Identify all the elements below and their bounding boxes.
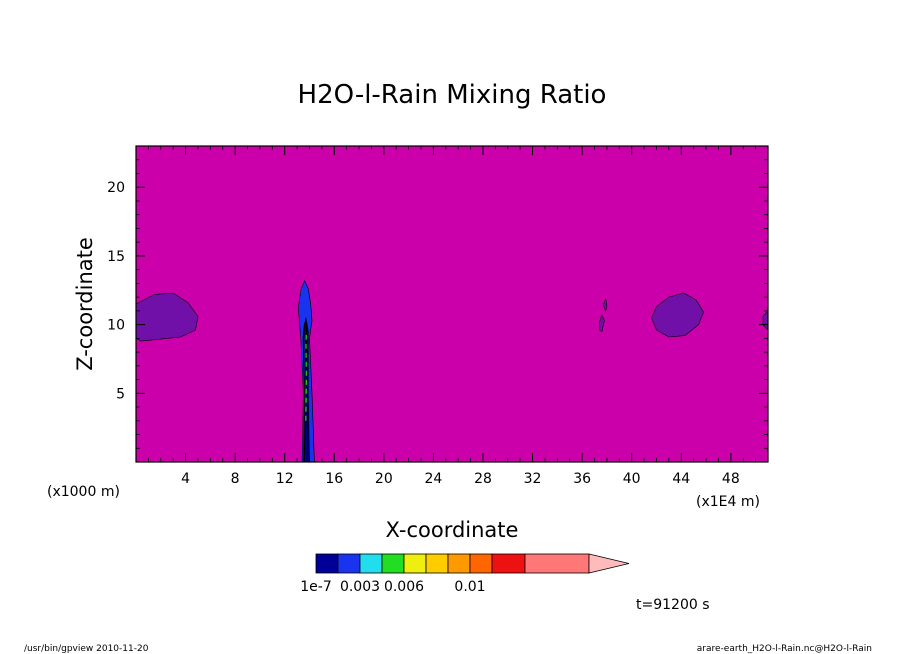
x-tick-label: 4 [181, 471, 190, 487]
y-axis-title: Z-coordinate [73, 237, 97, 371]
x-axis-ticks: 4 8 12 16 20 24 28 32 36 40 44 48 [147, 146, 757, 487]
contour-line-1 [305, 331, 308, 421]
time-annotation: t=91200 s [636, 597, 710, 613]
contour-line-0 [302, 318, 309, 463]
y-tick-label: 15 [107, 249, 125, 265]
colorbar-swatch [337, 553, 361, 574]
y-tick-label: 5 [116, 386, 125, 402]
x-tick-label: 28 [474, 471, 492, 487]
source-footer: arare-earth_H2O-l-Rain.nc@H2O-l-Rain [697, 644, 872, 654]
x-tick-label: 16 [325, 471, 343, 487]
y-axis-ticks: 5 10 15 20 [107, 159, 768, 449]
plot-frame [135, 145, 769, 463]
y-tick-label: 20 [107, 180, 125, 196]
chart-title: H2O-l-Rain Mixing Ratio [298, 80, 607, 110]
contour-region-blob-38a [602, 297, 608, 312]
colorbar-swatch [491, 553, 526, 574]
colorbar-swatch [524, 553, 590, 574]
colorbar-extend-arrow [588, 553, 630, 574]
x-tick-label: 24 [424, 471, 442, 487]
colorbar-swatch [381, 553, 405, 574]
colorbar-label: 0.003 [340, 579, 380, 595]
colorbar-swatch [447, 553, 471, 574]
colorbar-swatch [403, 553, 427, 574]
x-tick-label: 12 [276, 471, 294, 487]
x-tick-label: 32 [524, 471, 542, 487]
contour-region-blob-38b [599, 314, 605, 332]
colorbar-swatch [315, 553, 339, 574]
x-tick-label: 8 [231, 471, 240, 487]
colorbar: 1e-7 0.003 0.006 0.01 [300, 553, 630, 595]
colorbar-label: 0.01 [454, 579, 485, 595]
plot-area [135, 145, 769, 463]
contour-region-patch-44 [651, 292, 704, 338]
x-tick-label: 40 [623, 471, 641, 487]
colorbar-swatch [469, 553, 493, 574]
x-tick-label: 36 [573, 471, 591, 487]
x-unit-right: (x1E4 m) [696, 494, 760, 510]
program-footer: /usr/bin/gpview 2010-11-20 [24, 644, 149, 654]
x-axis-title: X-coordinate [386, 518, 519, 542]
y-tick-label: 10 [107, 318, 125, 334]
colorbar-swatch [425, 553, 449, 574]
colorbar-label: 0.006 [384, 579, 424, 595]
contour-region-patch-left [135, 292, 199, 342]
colorbar-swatch [359, 553, 383, 574]
colorbar-label: 1e-7 [300, 579, 331, 595]
x-tick-label: 48 [722, 471, 740, 487]
x-unit-left: (x1000 m) [47, 484, 120, 500]
x-tick-label: 44 [672, 471, 690, 487]
x-tick-label: 20 [375, 471, 393, 487]
